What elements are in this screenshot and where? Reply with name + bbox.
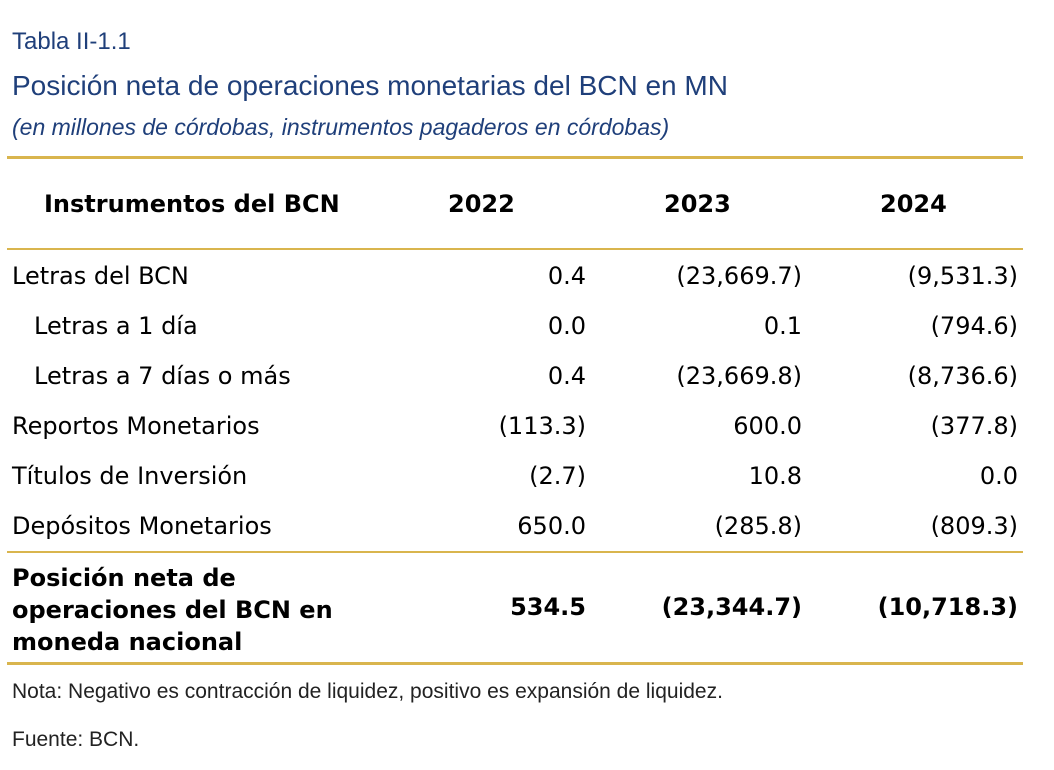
header-year-2023: 2023 bbox=[664, 190, 731, 218]
cell-2022: (113.3) bbox=[498, 412, 586, 440]
table-row: Letras del BCN 0.4 (23,669.7) (9,531.3) bbox=[0, 262, 1054, 302]
cell-2022: 0.4 bbox=[547, 362, 586, 390]
row-label: Letras a 7 días o más bbox=[34, 362, 291, 390]
total-label: Posición neta de operaciones del BCN en … bbox=[12, 562, 372, 658]
cell-2022: 0.0 bbox=[547, 312, 586, 340]
total-label-line: moneda nacional bbox=[12, 628, 243, 656]
table-source: Fuente: BCN. bbox=[12, 728, 140, 751]
cell-2024: (809.3) bbox=[930, 512, 1018, 540]
row-label: Letras a 1 día bbox=[34, 312, 198, 340]
table-row: Letras a 7 días o más 0.4 (23,669.8) (8,… bbox=[0, 362, 1054, 402]
cell-2024: (377.8) bbox=[930, 412, 1018, 440]
table-number: Tabla II-1.1 bbox=[12, 28, 131, 55]
table-note: Nota: Negativo es contracción de liquide… bbox=[12, 680, 723, 703]
header-rule bbox=[7, 248, 1023, 250]
header-year-2024: 2024 bbox=[880, 190, 947, 218]
cell-2023: 0.1 bbox=[763, 312, 802, 340]
table-subtitle: (en millones de córdobas, instrumentos p… bbox=[12, 114, 670, 140]
top-rule bbox=[7, 156, 1023, 159]
table-row: Títulos de Inversión (2.7) 10.8 0.0 bbox=[0, 462, 1054, 502]
header-instrument: Instrumentos del BCN bbox=[44, 190, 340, 218]
row-label: Depósitos Monetarios bbox=[12, 512, 272, 540]
cell-2024: (794.6) bbox=[930, 312, 1018, 340]
row-label: Títulos de Inversión bbox=[12, 462, 248, 490]
cell-2023: 600.0 bbox=[733, 412, 802, 440]
row-label: Reportos Monetarios bbox=[12, 412, 260, 440]
cell-2023: (23,669.7) bbox=[676, 262, 802, 290]
table-title: Posición neta de operaciones monetarias … bbox=[12, 70, 728, 101]
table-row: Depósitos Monetarios 650.0 (285.8) (809.… bbox=[0, 512, 1054, 552]
bottom-rule bbox=[7, 662, 1023, 665]
total-label-line: Posición neta de bbox=[12, 564, 236, 592]
cell-2022: 650.0 bbox=[517, 512, 586, 540]
cell-2024: (9,531.3) bbox=[907, 262, 1018, 290]
cell-2023: 10.8 bbox=[748, 462, 802, 490]
table-row: Letras a 1 día 0.0 0.1 (794.6) bbox=[0, 312, 1054, 352]
total-label-line: operaciones del BCN en bbox=[12, 596, 333, 624]
total-2024: (10,718.3) bbox=[877, 593, 1018, 621]
header-year-2022: 2022 bbox=[448, 190, 515, 218]
total-2022: 534.5 bbox=[510, 593, 586, 621]
cell-2024: 0.0 bbox=[979, 462, 1018, 490]
cell-2022: (2.7) bbox=[529, 462, 586, 490]
cell-2023: (23,669.8) bbox=[676, 362, 802, 390]
total-2023: (23,344.7) bbox=[661, 593, 802, 621]
cell-2022: 0.4 bbox=[547, 262, 586, 290]
cell-2023: (285.8) bbox=[714, 512, 802, 540]
table-row: Reportos Monetarios (113.3) 600.0 (377.8… bbox=[0, 412, 1054, 452]
total-rule bbox=[7, 551, 1023, 553]
row-label: Letras del BCN bbox=[12, 262, 189, 290]
cell-2024: (8,736.6) bbox=[907, 362, 1018, 390]
